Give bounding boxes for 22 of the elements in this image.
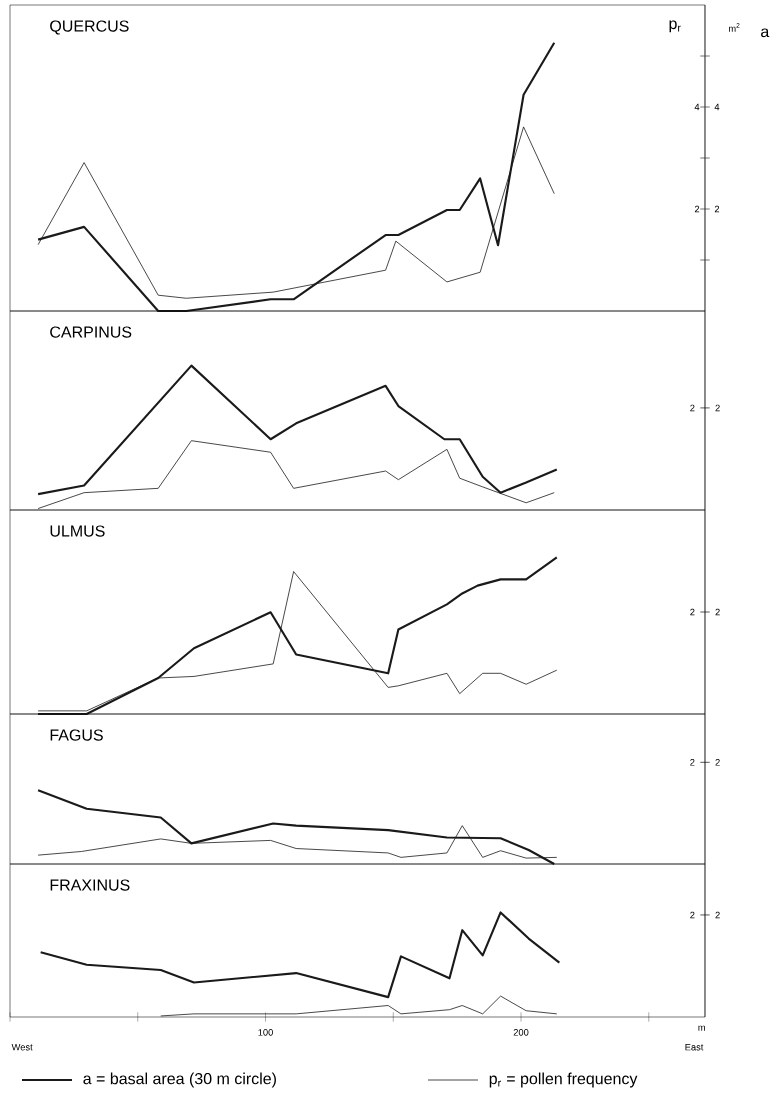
y2-tick-label: 4 <box>714 103 720 111</box>
y2-axis-title: a <box>761 28 770 38</box>
chart-title: ULMUS <box>50 525 105 537</box>
text: 2 <box>715 608 720 616</box>
text: 2 <box>715 404 720 412</box>
chart-title: FRAXINUS <box>50 879 130 891</box>
text: 2 <box>715 759 720 766</box>
y2-tick-label: 2 <box>714 205 720 213</box>
legend-label: p$_{r}$ = pollen frequency <box>489 1072 638 1088</box>
x-axis-title: m <box>698 1025 705 1031</box>
text: West <box>11 1043 33 1051</box>
y-axis-title: p$_{r}$ <box>669 20 681 33</box>
line-series <box>37 41 556 313</box>
chart-title: CARPINUS <box>50 326 132 338</box>
x-tick-label: 100 <box>258 1029 273 1036</box>
x-tick-label: 200 <box>513 1029 529 1036</box>
text: QUERCUS <box>50 20 129 35</box>
legend-label: a = basal area (30 m circle) <box>83 1072 276 1088</box>
text: 2 <box>715 911 720 919</box>
chart-title: FAGUS <box>50 729 103 741</box>
text: m$^{2}$ <box>729 23 740 32</box>
text: East <box>685 1043 704 1051</box>
